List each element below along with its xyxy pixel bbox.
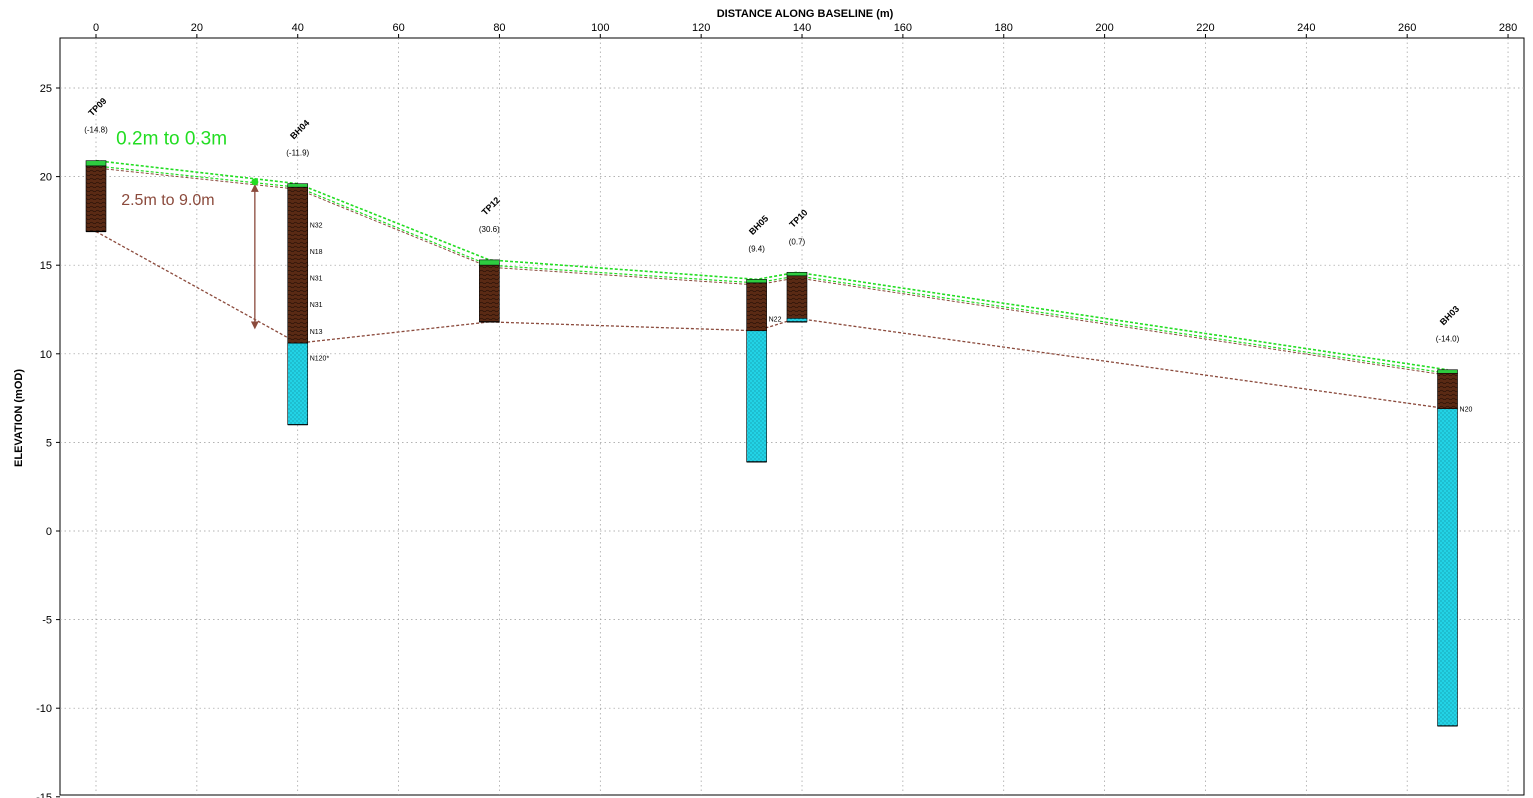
borehole-offset: (0.7): [789, 237, 806, 246]
annotations: 0.2m to 0.3m 2.5m to 9.0m: [116, 129, 259, 330]
natural-layer: [287, 342, 309, 425]
topsoil-thickness-annotation: 0.2m to 0.3m: [116, 129, 227, 150]
borehole-offset: (-14.8): [84, 126, 108, 135]
ground-surface-line: [95, 159, 1448, 371]
spt-n-value: N31: [310, 276, 323, 283]
spt-n-value: N22: [769, 316, 782, 323]
y-tick-label: -5: [42, 615, 52, 627]
spt-n-value: N120*: [310, 355, 330, 362]
made-ground-thickness-annotation: 2.5m to 9.0m: [121, 192, 214, 209]
x-tick-label: 80: [493, 22, 505, 34]
y-tick-label: -15: [36, 792, 52, 798]
x-tick-label: 240: [1297, 22, 1315, 34]
borehole-offset: (-11.9): [286, 149, 309, 158]
x-tick-label: 180: [995, 22, 1013, 34]
spt-n-value: N32: [310, 222, 323, 229]
spt-n-value: N13: [310, 329, 323, 336]
natural-layer: [1437, 408, 1458, 727]
y-tick-label: 0: [46, 526, 52, 538]
borehole-offset: (30.6): [479, 225, 500, 234]
made-ground-layer: [287, 186, 309, 344]
x-tick-label: 140: [793, 22, 811, 34]
made-ground-layer: [786, 275, 808, 319]
y-axis-title: ELEVATION (mOD): [13, 369, 25, 467]
strata-lines: [95, 159, 1448, 410]
grid: [56, 34, 1525, 798]
x-tick-label: 0: [93, 22, 99, 34]
x-tick-label: 200: [1095, 22, 1113, 34]
tick-labels: 0 20 40 60 80 100 120 140 160 180 200 220 240 260 280-…: [36, 22, 1517, 798]
x-axis-title: DISTANCE ALONG BASELINE (m): [717, 8, 894, 20]
x-tick-label: 280: [1499, 22, 1517, 34]
y-tick-label: 15: [40, 260, 52, 272]
y-tick-label: 5: [46, 437, 52, 449]
topsoil-layer: [1437, 369, 1458, 374]
borehole-offset: (9.4): [748, 244, 765, 253]
x-tick-label: 260: [1398, 22, 1416, 34]
x-tick-label: 60: [392, 22, 404, 34]
y-tick-label: 25: [40, 83, 52, 95]
natural-layer: [746, 330, 767, 463]
x-tick-label: 100: [591, 22, 609, 34]
y-tick-label: 10: [40, 349, 52, 361]
topsoil-layer: [786, 271, 808, 277]
topsoil-layer: [479, 259, 500, 266]
topsoil-layer: [287, 183, 309, 188]
topsoil-layer: [746, 279, 767, 284]
x-tick-label: 160: [894, 22, 912, 34]
x-tick-label: 40: [292, 22, 304, 34]
y-tick-label: 20: [40, 172, 52, 184]
made-ground-layer: [85, 165, 107, 232]
spt-n-value: N20: [1460, 407, 1473, 414]
x-tick-label: 20: [191, 22, 203, 34]
spt-n-value: N31: [310, 302, 323, 309]
thickness-marker-dot: [251, 178, 259, 186]
made-ground-layer: [746, 282, 767, 332]
topsoil-layer: [85, 160, 107, 167]
x-tick-label: 220: [1196, 22, 1214, 34]
x-tick-label: 120: [692, 22, 710, 34]
plot-frame: [59, 37, 1525, 796]
made-ground-base-line: [95, 230, 1448, 410]
made-ground-layer: [1437, 372, 1458, 410]
made-ground-layer: [479, 264, 500, 323]
y-tick-label: -10: [36, 703, 52, 715]
spt-n-value: N18: [310, 249, 323, 256]
borehole-offset: (-14.0): [1436, 335, 1460, 344]
